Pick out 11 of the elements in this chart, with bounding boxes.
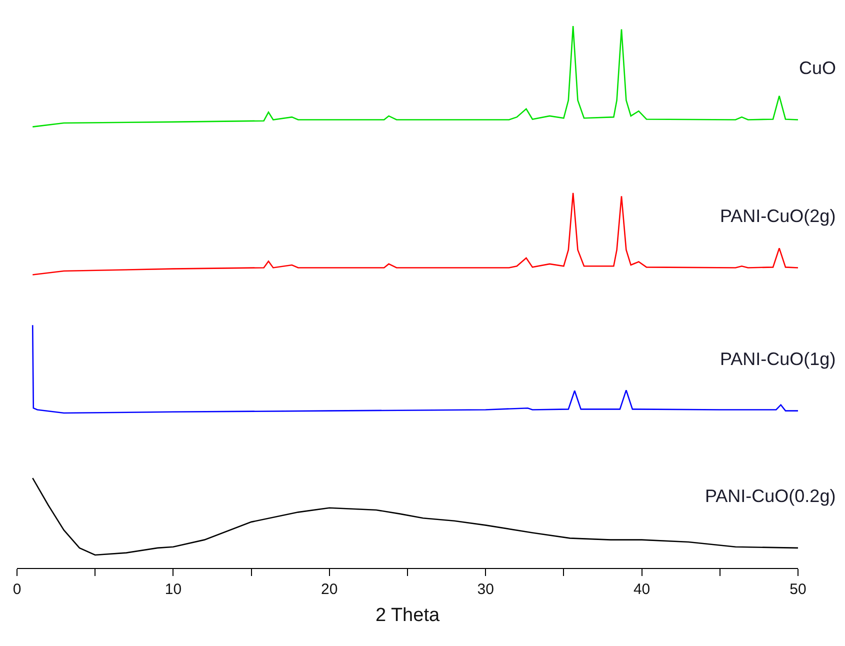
x-tick-label: 10 (164, 581, 182, 598)
text: PANI-CuO(0.2g) (705, 486, 836, 506)
x-tick-label: 50 (790, 581, 806, 598)
x-tick-label: 0 (12, 581, 22, 598)
series-label: PANI-CuO(2g) (720, 206, 836, 226)
x-tick-label: 20 (321, 581, 338, 598)
x-tick-label: 30 (477, 581, 494, 598)
x-axis-title: 2 Theta (375, 604, 440, 626)
x-tick-label: 40 (633, 581, 650, 598)
series-label: CuO (799, 58, 836, 78)
text: PANI-CuO(1g) (720, 349, 836, 369)
